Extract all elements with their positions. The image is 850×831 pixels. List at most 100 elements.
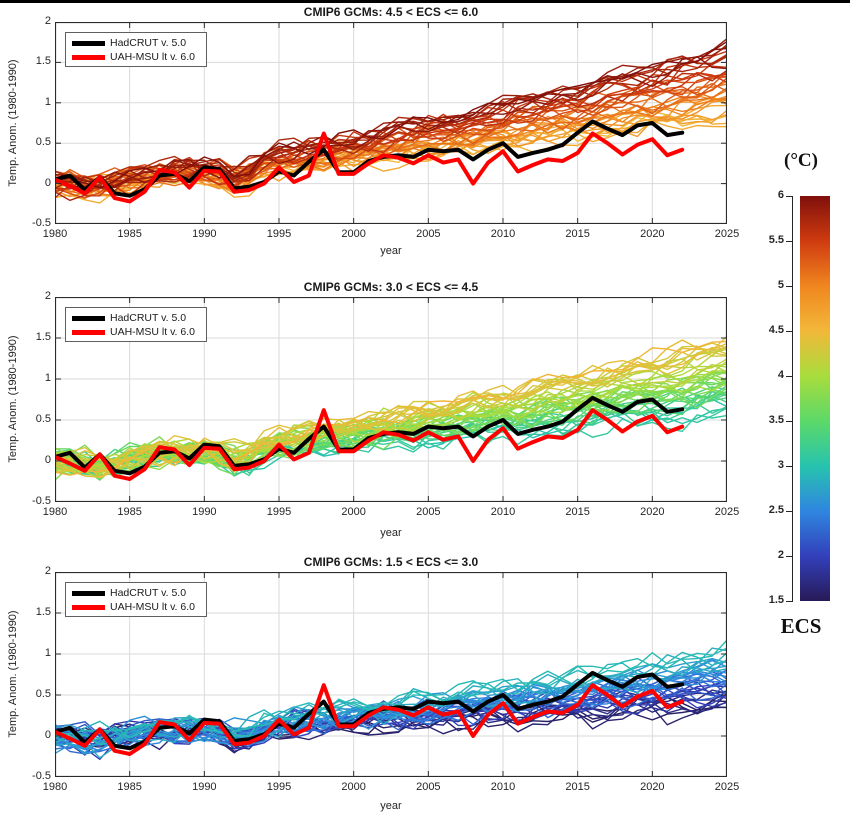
colorbar-tick-label: 6 <box>777 189 784 201</box>
top-border-line <box>0 0 850 3</box>
x-tick-label: 2000 <box>341 228 366 240</box>
tick-marks <box>55 22 727 224</box>
legend-row: UAH-MSU lt v. 6.0 <box>72 600 206 614</box>
x-tick-label: 2025 <box>714 506 740 518</box>
legend-label: HadCRUT v. 5.0 <box>110 587 187 599</box>
x-tick-label: 1995 <box>266 228 292 240</box>
x-tick-label: 1995 <box>266 781 292 793</box>
y-tick-label: 1.5 <box>35 331 51 343</box>
colorbar-tick-mark <box>786 241 793 242</box>
gcm-member-line <box>55 371 727 472</box>
y-tick-label: 2 <box>44 565 51 577</box>
hadcrut-line-swatch <box>72 315 105 321</box>
x-tick-label: 1990 <box>192 506 217 518</box>
gcm-member-line <box>55 666 727 747</box>
x-tick-label: 1980 <box>42 506 68 518</box>
y-tick-label: 2 <box>44 15 51 27</box>
x-axis-label: year <box>380 527 402 539</box>
y-tick-label: -0.5 <box>32 770 51 782</box>
colorbar-tick-label: 3 <box>777 459 784 471</box>
plot-area <box>55 572 727 777</box>
legend-row: HadCRUT v. 5.0 <box>72 586 206 600</box>
chart-title: CMIP6 GCMs: 3.0 < ECS <= 4.5 <box>303 280 479 294</box>
x-tick-label: 2010 <box>490 228 516 240</box>
colorbar-tick-mark <box>786 466 793 467</box>
x-tick-label: 2005 <box>416 506 441 518</box>
legend: HadCRUT v. 5.0 UAH-MSU lt v. 6.0 <box>65 307 207 342</box>
uah-line-swatch <box>72 54 105 60</box>
y-tick-label: 0 <box>44 454 51 466</box>
y-tick-label: -0.5 <box>32 495 51 507</box>
x-tick-label: 2015 <box>565 781 590 793</box>
y-tick-label: 0 <box>44 729 51 741</box>
axis-border <box>55 297 727 502</box>
x-tick-label: 2005 <box>416 781 441 793</box>
uah-msu-line <box>55 683 685 756</box>
x-tick-label: 2020 <box>640 228 665 240</box>
legend-row: HadCRUT v. 5.0 <box>72 36 206 50</box>
uah-line-swatch <box>72 329 105 335</box>
colorbar-tick-mark <box>786 286 793 287</box>
gcm-member-line <box>55 56 727 188</box>
y-tick-label: 1 <box>44 647 51 659</box>
colorbar-tick-mark <box>786 421 793 422</box>
y-tick-label: 0.5 <box>35 688 51 700</box>
uah-msu-line <box>55 408 685 481</box>
plot-area <box>55 297 727 502</box>
hadcrut-line <box>55 670 685 751</box>
legend-label: UAH-MSU lt v. 6.0 <box>110 326 195 338</box>
legend-label: HadCRUT v. 5.0 <box>110 37 187 49</box>
legend-label: UAH-MSU lt v. 6.0 <box>110 51 195 63</box>
colorbar-axis-line <box>792 196 793 602</box>
x-tick-label: 2010 <box>490 506 516 518</box>
colorbar-tick-label: 4 <box>777 369 784 381</box>
gcm-member-line <box>55 347 727 467</box>
legend-row: UAH-MSU lt v. 6.0 <box>72 325 206 339</box>
colorbar-ecs-label: ECS <box>780 614 822 638</box>
axis-border <box>55 572 727 777</box>
uah-msu-line <box>55 131 685 204</box>
ensemble-lines <box>55 639 727 761</box>
x-tick-label: 2000 <box>341 781 366 793</box>
gcm-member-line <box>55 387 727 476</box>
x-tick-label: 2005 <box>416 228 441 240</box>
x-tick-label: 1995 <box>266 506 292 518</box>
hadcrut-line-swatch <box>72 590 105 596</box>
x-tick-label: 2015 <box>565 228 590 240</box>
x-tick-label: 2025 <box>714 781 740 793</box>
chart-title: CMIP6 GCMs: 1.5 < ECS <= 3.0 <box>303 555 479 569</box>
x-tick-label: 1990 <box>192 781 217 793</box>
x-tick-label: 2020 <box>640 781 665 793</box>
x-tick-label: 1985 <box>117 781 142 793</box>
hadcrut-line <box>55 119 685 198</box>
colorbar-tick-mark <box>786 601 793 602</box>
x-axis-label: year <box>380 245 402 257</box>
colorbar-tick-mark <box>786 556 793 557</box>
y-tick-label: 1.5 <box>35 55 51 68</box>
ensemble-lines <box>55 335 727 481</box>
gcm-member-line <box>55 340 727 476</box>
y-tick-label: 0 <box>44 176 51 189</box>
chart-title: CMIP6 GCMs: 4.5 < ECS <= 6.0 <box>303 5 479 19</box>
x-tick-label: 1985 <box>117 228 142 240</box>
hadcrut-line-swatch <box>72 40 105 46</box>
x-tick-label: 1980 <box>42 781 68 793</box>
legend: HadCRUT v. 5.0 UAH-MSU lt v. 6.0 <box>65 32 207 67</box>
hadcrut-line <box>55 395 685 476</box>
colorbar-tick-mark <box>786 196 793 197</box>
y-tick-label: 1 <box>44 372 51 384</box>
colorbar-tick-mark <box>786 331 793 332</box>
colorbar-tick-label: 1.5 <box>768 594 784 606</box>
y-tick-label: 1.5 <box>35 606 51 618</box>
colorbar-tick-mark <box>786 376 793 377</box>
x-tick-label: 1985 <box>117 506 142 518</box>
colorbar-tick-mark <box>786 511 793 512</box>
gcm-member-line <box>55 701 727 756</box>
y-tick-label: 0.5 <box>35 413 51 425</box>
plot-area <box>55 22 727 224</box>
y-tick-label: 2 <box>44 290 51 302</box>
y-tick-label: 1 <box>44 95 51 108</box>
x-tick-label: 2015 <box>565 506 590 518</box>
tick-marks <box>55 572 727 777</box>
colorbar-units-label: (°C) <box>784 150 818 171</box>
